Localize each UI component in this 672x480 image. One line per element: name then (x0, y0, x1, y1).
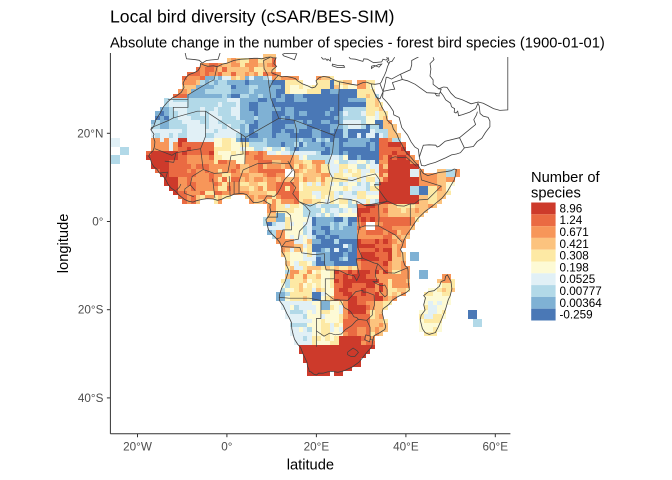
svg-text:0°: 0° (221, 441, 232, 454)
svg-text:Absolute change in the number: Absolute change in the number of species… (110, 35, 605, 51)
svg-text:40°S: 40°S (78, 392, 104, 405)
svg-text:species: species (531, 186, 581, 202)
svg-text:0.00364: 0.00364 (560, 297, 603, 310)
svg-text:0°: 0° (92, 216, 103, 229)
svg-text:Local bird diversity (cSAR/BES: Local bird diversity (cSAR/BES-SIM) (110, 7, 395, 27)
svg-text:-0.259: -0.259 (560, 309, 593, 322)
svg-text:20°E: 20°E (304, 441, 330, 454)
svg-text:20°W: 20°W (123, 441, 152, 454)
svg-text:40°E: 40°E (393, 441, 419, 454)
svg-text:0.0525: 0.0525 (560, 273, 596, 286)
svg-text:Number of: Number of (531, 170, 600, 186)
svg-text:0.671: 0.671 (560, 226, 589, 239)
svg-text:0.421: 0.421 (560, 238, 589, 251)
svg-text:0.308: 0.308 (560, 250, 589, 263)
svg-text:8.96: 8.96 (560, 202, 583, 215)
svg-text:latitude: latitude (287, 458, 334, 474)
svg-text:longitude: longitude (56, 214, 72, 274)
svg-text:20°N: 20°N (77, 127, 103, 140)
svg-text:20°S: 20°S (78, 304, 104, 317)
svg-text:0.198: 0.198 (560, 261, 589, 274)
svg-text:60°E: 60°E (483, 441, 509, 454)
svg-text:1.24: 1.24 (560, 214, 583, 227)
svg-text:0.00777: 0.00777 (560, 285, 602, 298)
